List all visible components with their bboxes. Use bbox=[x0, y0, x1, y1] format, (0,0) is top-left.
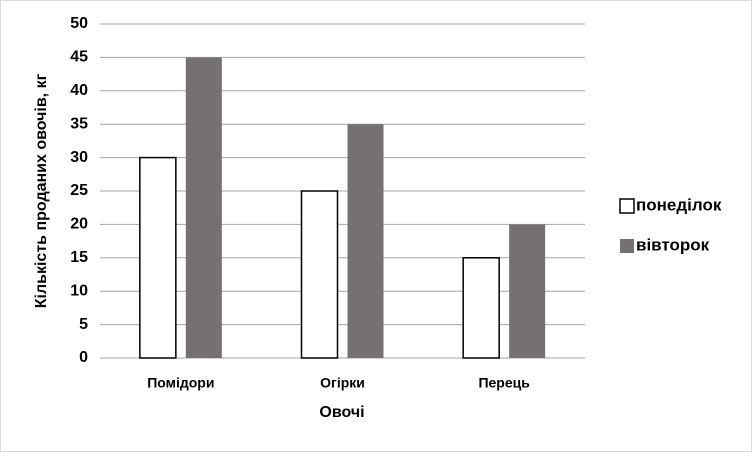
bar bbox=[509, 224, 546, 358]
y-tick-label: 30 bbox=[70, 149, 88, 166]
y-tick-label: 15 bbox=[70, 249, 88, 266]
y-tick-label: 50 bbox=[70, 15, 88, 32]
y-axis-label: Кількість проданих овочів, кг bbox=[33, 73, 50, 308]
x-tick-label: Помідори bbox=[147, 375, 214, 391]
legend-label: вівторок bbox=[636, 235, 710, 254]
x-tick-label: Огірки bbox=[320, 375, 365, 391]
bar bbox=[185, 57, 222, 359]
y-tick-label: 0 bbox=[79, 349, 88, 366]
legend-swatch bbox=[619, 198, 635, 214]
bar bbox=[139, 156, 177, 359]
bar bbox=[300, 190, 339, 359]
legend-swatch bbox=[620, 239, 634, 253]
y-tick-label: 35 bbox=[70, 115, 88, 132]
bar bbox=[347, 124, 384, 358]
y-tick-label: 20 bbox=[70, 216, 88, 233]
y-tick-label: 5 bbox=[79, 316, 88, 333]
bar bbox=[462, 257, 500, 359]
x-axis-label: Овочі bbox=[319, 404, 364, 421]
y-tick-label: 10 bbox=[70, 282, 88, 299]
y-tick-label: 45 bbox=[70, 49, 88, 66]
legend-label: понеділок bbox=[636, 195, 722, 214]
x-tick-label: Перець bbox=[478, 375, 530, 391]
y-tick-label: 40 bbox=[70, 82, 88, 99]
y-tick-label: 25 bbox=[70, 182, 88, 199]
